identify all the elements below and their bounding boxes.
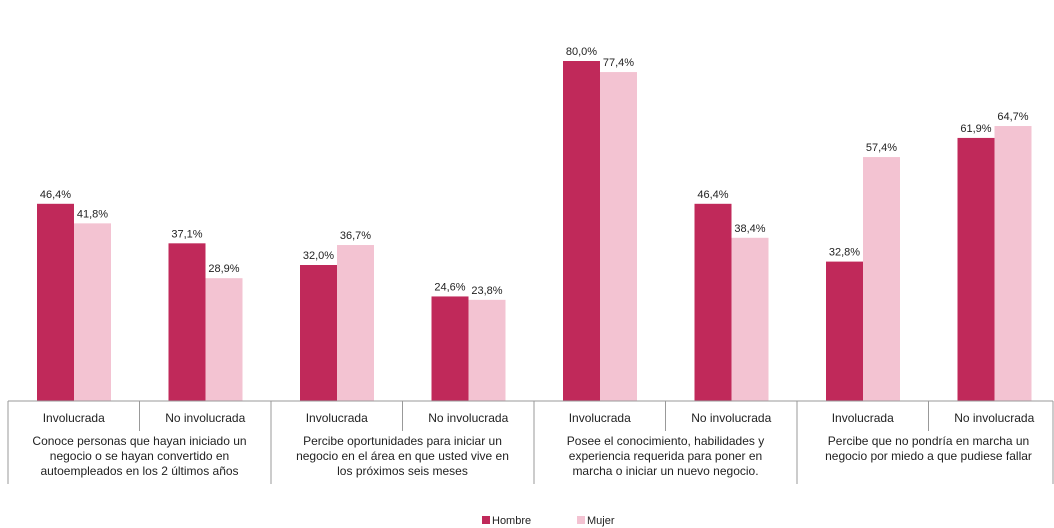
bars-layer (37, 61, 1032, 402)
category-label-3: Involucrada (306, 411, 368, 425)
value-label-hombre-2: 37,1% (171, 228, 202, 240)
value-label-hombre-8: 61,9% (960, 123, 991, 135)
group-label-3-line-2: experiencia requerida para poner en (569, 449, 762, 463)
value-label-hombre-4: 24,6% (434, 281, 465, 293)
value-label-mujer-8: 64,7% (997, 111, 1028, 123)
value-label-hombre-6: 46,4% (697, 189, 728, 201)
value-label-hombre-7: 32,8% (829, 247, 860, 259)
bar-hombre-6 (694, 203, 732, 401)
value-label-mujer-2: 28,9% (208, 263, 239, 275)
group-label-2-line-2: negocio en el área en que usted vive en (296, 449, 509, 463)
group-label-1-line-3: autoempleados en los 2 últimos años (40, 464, 238, 478)
bar-mujer-3 (337, 245, 374, 401)
bar-mujer-6 (731, 237, 769, 401)
group-label-3-line-3: marcha o iniciar un nuevo negocio. (572, 464, 758, 478)
category-label-4: No involucrada (428, 411, 508, 425)
value-label-mujer-1: 41,8% (77, 208, 108, 220)
value-label-hombre-5: 80,0% (566, 46, 597, 58)
bar-hombre-1 (37, 203, 74, 401)
bar-hombre-7 (826, 261, 863, 401)
bar-hombre-5 (563, 61, 600, 401)
bar-hombre-8 (957, 137, 995, 402)
category-label-1: Involucrada (43, 411, 105, 425)
value-labels-layer: 46,4% 37,1% 32,0% 24,6% 80,0% 46,4% 32,8% 61,9%… (40, 46, 1029, 297)
value-label-hombre-1: 46,4% (40, 189, 71, 201)
category-label-7: Involucrada (832, 411, 894, 425)
category-label-2: No involucrada (165, 411, 245, 425)
legend-label-hombre: Hombre (492, 515, 531, 527)
bar-hombre-4 (431, 296, 469, 401)
value-label-mujer-5: 77,4% (603, 57, 634, 69)
category-label-6: No involucrada (691, 411, 771, 425)
legend-swatch-mujer (577, 516, 585, 524)
value-label-mujer-7: 57,4% (866, 142, 897, 154)
group-label-4-line-1: Percibe que no pondría en marcha un (828, 434, 1029, 448)
bar-mujer-1 (74, 223, 111, 401)
group-label-1-line-1: Conoce personas que hayan iniciado un (32, 434, 246, 448)
group-label-2-line-3: los próximos seis meses (337, 464, 468, 478)
category-label-8: No involucrada (954, 411, 1034, 425)
bar-mujer-7 (863, 157, 900, 401)
bar-mujer-5 (600, 72, 637, 402)
bar-mujer-4 (468, 299, 506, 401)
bar-mujer-2 (205, 278, 243, 401)
value-label-mujer-6: 38,4% (734, 223, 765, 235)
bar-mujer-8 (994, 126, 1032, 402)
legend-label-mujer: Mujer (587, 515, 615, 527)
group-label-3-line-1: Posee el conocimiento, habilidades y (567, 434, 764, 448)
category-axis: Involucrada No involucrada Involucrada No i… (7, 400, 1054, 484)
legend-swatch-hombre (482, 516, 490, 524)
legend: Hombre Mujer (482, 515, 615, 527)
value-label-hombre-3: 32,0% (303, 250, 334, 262)
group-label-4-line-2: negocio por miedo a que pudiese fallar (825, 449, 1032, 463)
group-label-2-line-1: Percibe oportunidades para iniciar un (303, 434, 502, 448)
group-label-1-line-2: negocio o se hayan convertido en (50, 449, 229, 463)
value-label-mujer-4: 23,8% (471, 285, 502, 297)
value-label-mujer-3: 36,7% (340, 230, 371, 242)
bar-hombre-2 (168, 243, 206, 401)
category-label-5: Involucrada (569, 411, 631, 425)
bar-hombre-3 (300, 265, 337, 401)
